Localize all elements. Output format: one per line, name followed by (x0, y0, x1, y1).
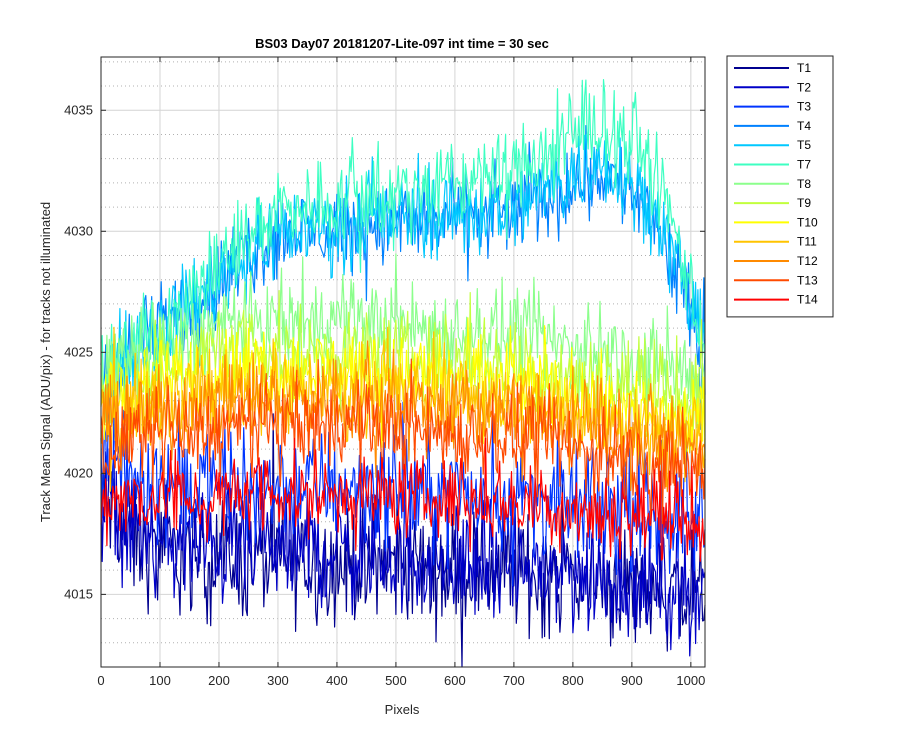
legend-label-t1: T1 (797, 61, 811, 75)
x-tick-label: 300 (267, 673, 289, 688)
legend-label-t10: T10 (797, 215, 818, 229)
series-line-t14 (100, 437, 706, 562)
plot-area: 0 100 200 300 400 500 600 700 800 900 1000 4015 4020… (64, 56, 706, 688)
x-tick-label: 200 (208, 673, 230, 688)
x-tick-label: 1000 (676, 673, 705, 688)
chart-title: BS03 Day07 20181207-Lite-097 int time = … (255, 36, 549, 51)
series-line-t5 (100, 134, 706, 424)
y-tick-label: 4015 (64, 586, 93, 601)
legend-label-t3: T3 (797, 100, 811, 114)
legend-box (726, 55, 834, 318)
y-axis-label: Track Mean Signal (ADU/pix) - for tracks… (38, 202, 53, 522)
legend-label-t7: T7 (797, 158, 811, 172)
plot-frame (100, 56, 706, 668)
series-line-t2 (100, 448, 706, 657)
legend-label-t14: T14 (797, 293, 818, 307)
legend-label-t12: T12 (797, 254, 818, 268)
series-line-t7 (100, 79, 706, 423)
legend-label-t8: T8 (797, 177, 811, 191)
legend-label-t5: T5 (797, 138, 811, 152)
legend-label-t2: T2 (797, 80, 811, 94)
ticks: 0 100 200 300 400 500 600 700 800 900 1000 4015 4020… (64, 57, 705, 688)
series-line-t13 (100, 358, 706, 527)
y-tick-label: 4020 (64, 465, 93, 480)
x-tick-label: 600 (444, 673, 466, 688)
legend[interactable]: T1 T2 T3 T4 T5 T7 T8 T9 T10 T11 T12 T13 T14 (726, 55, 834, 318)
x-tick-label: 400 (326, 673, 348, 688)
legend-label-t11: T11 (797, 235, 817, 249)
y-tick-label: 4030 (64, 223, 93, 238)
x-tick-label: 800 (562, 673, 584, 688)
legend-label-t13: T13 (797, 273, 818, 287)
y-tick-label: 4035 (64, 102, 93, 117)
x-tick-label: 0 (97, 673, 104, 688)
x-axis-label: Pixels (385, 702, 420, 717)
x-tick-label: 500 (385, 673, 407, 688)
series-group (100, 79, 706, 668)
y-tick-label: 4025 (64, 344, 93, 359)
legend-label-t4: T4 (797, 119, 811, 133)
x-tick-label: 700 (503, 673, 525, 688)
legend-label-t9: T9 (797, 196, 811, 210)
x-tick-label: 900 (621, 673, 643, 688)
x-tick-label: 100 (149, 673, 171, 688)
